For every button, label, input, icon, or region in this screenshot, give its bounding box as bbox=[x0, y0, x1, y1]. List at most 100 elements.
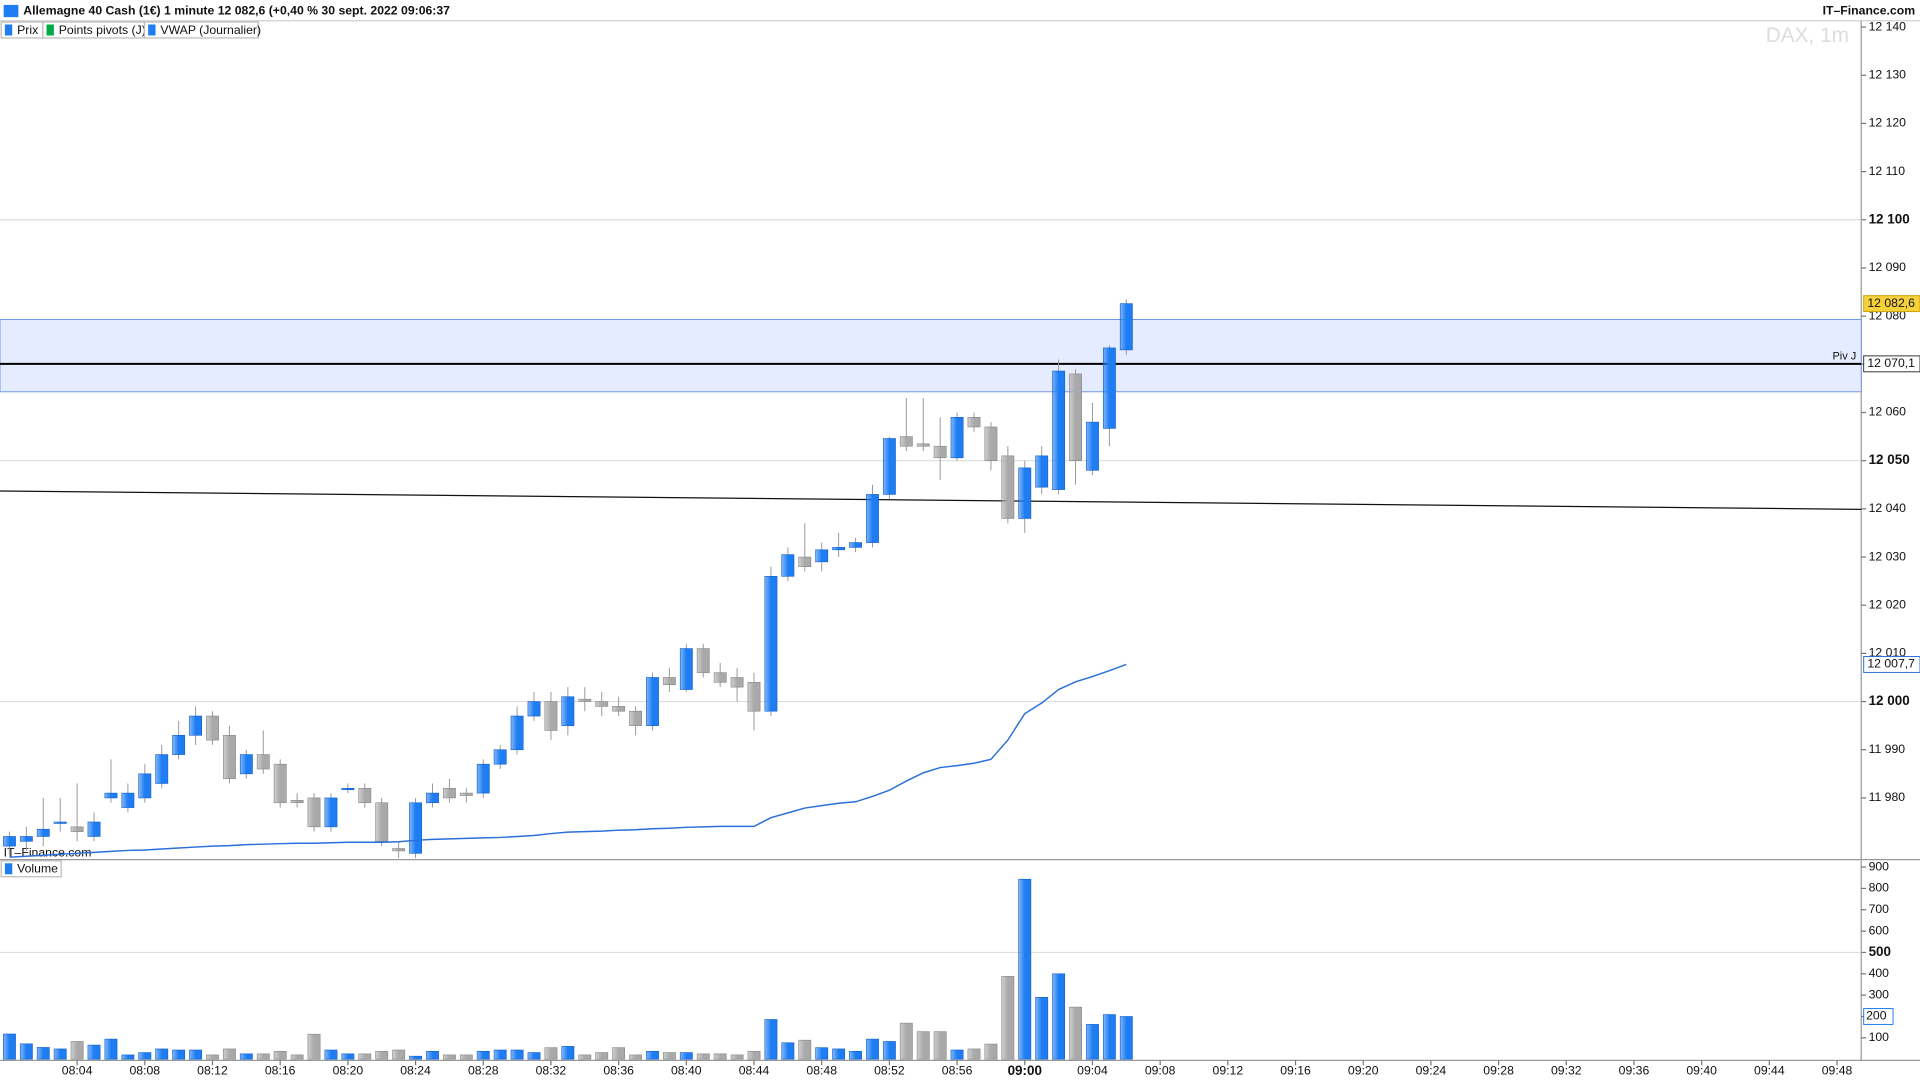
volume-bar bbox=[832, 1048, 846, 1060]
legend-box[interactable] bbox=[143, 21, 259, 39]
volume-bar bbox=[273, 1050, 287, 1060]
legend-label: VWAP (Journalier) bbox=[160, 23, 261, 37]
volume-bar bbox=[121, 1054, 135, 1060]
watermark: DAX, 1m bbox=[1766, 24, 1849, 47]
x-tick-label: 08:24 bbox=[400, 1064, 431, 1078]
candle-body bbox=[1069, 373, 1082, 461]
x-tick-label: 09:40 bbox=[1686, 1064, 1717, 1078]
volume-bar bbox=[764, 1019, 778, 1060]
volume-bar bbox=[19, 1043, 33, 1060]
legend-swatch bbox=[4, 24, 13, 36]
vwap-label: 12 007,7 bbox=[1867, 657, 1915, 671]
volume-bar bbox=[561, 1046, 575, 1060]
volume-bar bbox=[544, 1047, 558, 1060]
volume-bar bbox=[1001, 976, 1015, 1060]
volume-bar bbox=[36, 1047, 50, 1060]
candle-body bbox=[358, 787, 372, 804]
candle-body bbox=[967, 417, 981, 428]
volume-bar bbox=[696, 1053, 710, 1060]
volume-bar bbox=[409, 1055, 422, 1060]
y-tick-label: 12 050 bbox=[1869, 452, 1910, 467]
x-tick-label: 09:20 bbox=[1348, 1064, 1379, 1078]
candle-body bbox=[595, 701, 609, 707]
candle-body bbox=[561, 696, 575, 726]
candle-body bbox=[442, 787, 456, 799]
volume-last-box bbox=[1863, 1008, 1894, 1025]
volume-bar bbox=[256, 1053, 270, 1060]
y-tick-label: 12 040 bbox=[1869, 501, 1907, 515]
volume-bar bbox=[426, 1050, 439, 1060]
x-tick-label: 08:28 bbox=[468, 1064, 499, 1078]
pivot-name: Piv J bbox=[1832, 350, 1856, 362]
candle-body bbox=[493, 749, 507, 765]
volume-tick-label: 900 bbox=[1869, 859, 1890, 873]
volume-bar bbox=[510, 1049, 524, 1060]
candle-body bbox=[3, 836, 16, 847]
volume-tick-label: 100 bbox=[1869, 1030, 1890, 1044]
candle-body bbox=[324, 797, 338, 828]
volume-bar bbox=[747, 1050, 761, 1060]
legend-swatch bbox=[46, 24, 54, 36]
candle-body bbox=[189, 715, 203, 736]
candle-body bbox=[544, 701, 558, 731]
candle-body bbox=[1018, 467, 1032, 519]
x-tick-label: 08:48 bbox=[806, 1064, 837, 1078]
x-tick-label: 08:32 bbox=[536, 1064, 567, 1078]
volume-bar bbox=[1102, 1014, 1116, 1060]
x-tick-label: 08:44 bbox=[739, 1064, 770, 1078]
candle-body bbox=[290, 800, 304, 804]
legend-swatch bbox=[4, 863, 13, 875]
volume-tick-label: 800 bbox=[1869, 881, 1890, 895]
x-tick-label: 08:56 bbox=[942, 1064, 973, 1078]
candle-body bbox=[121, 792, 135, 808]
volume-bar bbox=[155, 1048, 169, 1060]
y-tick-label: 11 980 bbox=[1869, 790, 1906, 804]
vwap-label-box bbox=[1863, 656, 1920, 673]
volume-bar bbox=[578, 1054, 592, 1060]
candle-body bbox=[916, 443, 930, 447]
volume-bar bbox=[493, 1049, 507, 1060]
candle-body bbox=[341, 787, 355, 791]
volume-bar bbox=[1119, 1016, 1133, 1060]
candle-body bbox=[646, 677, 659, 726]
candle-body bbox=[849, 542, 862, 548]
legend-label: Points pivots (J) bbox=[59, 23, 146, 37]
volume-bar bbox=[172, 1049, 186, 1060]
volume-tick-label: 700 bbox=[1869, 902, 1890, 916]
candle-body bbox=[713, 672, 727, 683]
candle-body bbox=[730, 677, 744, 688]
x-tick-label: 08:08 bbox=[129, 1064, 160, 1078]
volume-bar bbox=[290, 1054, 304, 1060]
legend-box[interactable] bbox=[0, 860, 62, 878]
candle-body bbox=[984, 426, 998, 461]
x-tick-label: 08:36 bbox=[603, 1064, 634, 1078]
volume-bar bbox=[866, 1038, 879, 1060]
y-tick-label: 12 140 bbox=[1869, 19, 1907, 33]
volume-tick-label: 400 bbox=[1869, 966, 1890, 980]
candle-body bbox=[70, 826, 84, 832]
candle-body bbox=[392, 848, 406, 852]
volume-bar bbox=[527, 1052, 541, 1060]
volume-bar bbox=[3, 1033, 16, 1060]
x-tick-label: 09:00 bbox=[1008, 1063, 1042, 1078]
legend: Prix Points pivots (J) VWAP (Journalier)… bbox=[0, 21, 261, 878]
trendline bbox=[0, 490, 1862, 510]
candle-body bbox=[662, 677, 676, 686]
volume-bar bbox=[459, 1054, 473, 1060]
volume-bar bbox=[206, 1054, 219, 1060]
last-price-label: 12 082,6 bbox=[1867, 296, 1915, 310]
candle-body bbox=[815, 549, 829, 563]
candle-body bbox=[1035, 455, 1049, 488]
brand: IT–Finance.com bbox=[1823, 3, 1916, 17]
candle-body bbox=[578, 698, 592, 702]
x-tick-label: 09:24 bbox=[1416, 1064, 1447, 1078]
y-tick-label: 12 100 bbox=[1869, 211, 1910, 226]
candle-body bbox=[87, 821, 101, 837]
volume-bar bbox=[104, 1038, 118, 1060]
volume-bar bbox=[899, 1022, 913, 1060]
candle-body bbox=[1119, 303, 1133, 351]
candle-body bbox=[375, 802, 389, 842]
